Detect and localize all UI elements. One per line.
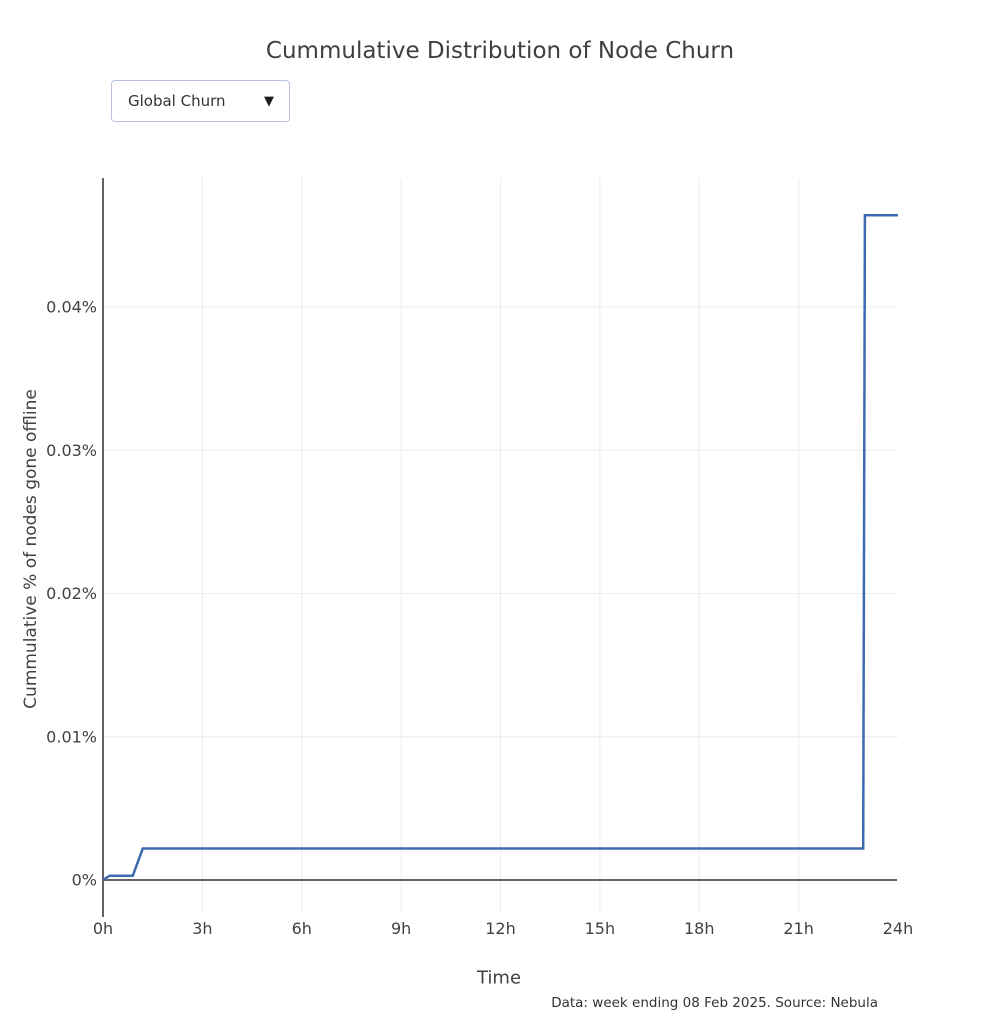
series-select-dropdown[interactable]: Global Churn ▼ [111,80,290,122]
x-tick-label: 24h [883,919,914,938]
y-tick-label: 0.01% [46,727,97,746]
data-source-footnote: Data: week ending 08 Feb 2025. Source: N… [551,995,878,1011]
series-select-value: Global Churn [128,92,226,110]
x-tick-label: 3h [192,919,212,938]
x-tick-label: 18h [684,919,715,938]
y-tick-label: 0.02% [46,584,97,603]
x-tick-label: 15h [585,919,616,938]
y-tick-label: 0% [72,871,97,890]
x-tick-label: 6h [292,919,312,938]
x-tick-label: 12h [485,919,516,938]
series-line-global-churn [102,214,898,882]
y-axis-title: Cummulative % of nodes gone offline [21,389,41,709]
x-tick-label: 21h [783,919,814,938]
x-tick-label: 9h [391,919,411,938]
y-tick-label: 0.03% [46,441,97,460]
chevron-down-icon: ▼ [264,93,274,109]
x-axis-title: Time [476,967,522,989]
y-tick-label: 0.04% [46,298,97,317]
page-title: Cummulative Distribution of Node Churn [265,38,735,64]
x-tick-label: 0h [93,919,113,938]
